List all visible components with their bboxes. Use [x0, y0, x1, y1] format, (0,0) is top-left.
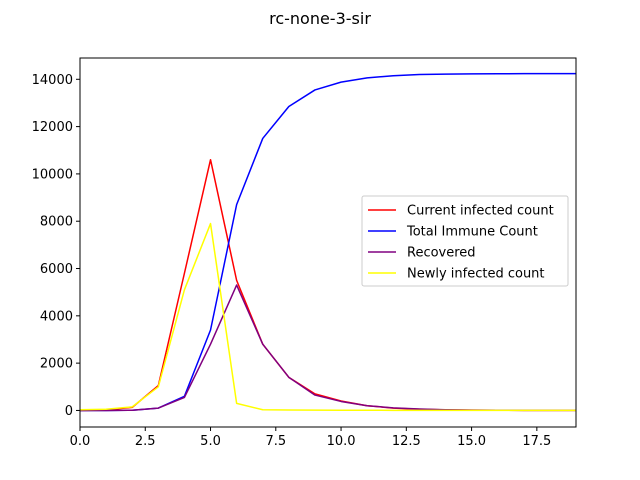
legend-label-1: Total Immune Count — [406, 225, 538, 240]
x-tick-label: 2.5 — [135, 434, 156, 449]
y-tick-label: 10000 — [32, 167, 73, 182]
axes-frame — [79, 57, 577, 428]
y-tick-label: 12000 — [32, 120, 73, 135]
series-lines — [79, 72, 577, 412]
legend-label-2: Recovered — [407, 246, 476, 261]
y-tick-label: 8000 — [40, 215, 73, 230]
y-tick-label: 14000 — [32, 73, 73, 88]
x-tick-label: 10.0 — [327, 434, 356, 449]
legend-box — [361, 195, 569, 287]
y-tick-label: 4000 — [40, 309, 73, 324]
x-tick-label: 0.0 — [70, 434, 91, 449]
y-tick-label: 0 — [65, 404, 73, 419]
x-tick-label: 7.5 — [265, 434, 286, 449]
chart-title: rc-none-3-sir — [269, 9, 371, 28]
legend-label-0: Current infected count — [407, 204, 554, 219]
x-tick-label: 17.5 — [522, 434, 551, 449]
legend: Current infected count Total Immune Count… — [361, 195, 569, 287]
series-line-3 — [79, 222, 576, 412]
axes: 0.0 2.5 5.0 7.5 10.0 12.5 15.0 17.5 0 2000 4000 600… — [32, 57, 577, 449]
x-tick-label: 12.5 — [392, 434, 421, 449]
x-tick-label: 15.0 — [457, 434, 486, 449]
x-tick-label: 5.0 — [200, 434, 221, 449]
y-tick-label: 2000 — [40, 357, 73, 372]
legend-label-3: Newly infected count — [407, 267, 545, 282]
y-tick-label: 6000 — [40, 262, 73, 277]
